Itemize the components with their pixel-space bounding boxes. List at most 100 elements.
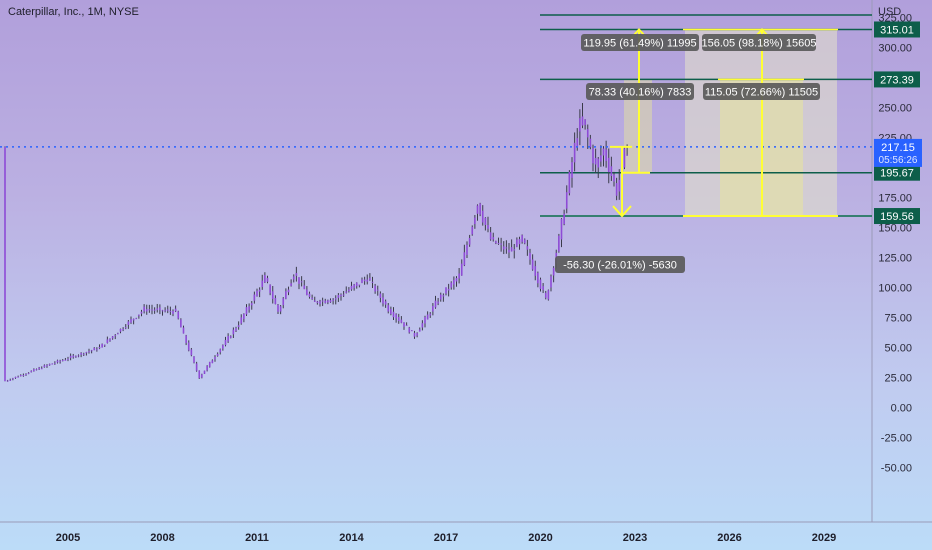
candle-body xyxy=(229,336,232,338)
candle-body xyxy=(143,306,145,312)
candle-body xyxy=(300,281,303,283)
candle-body xyxy=(38,367,40,370)
candle-body xyxy=(40,368,43,370)
candle-body xyxy=(453,279,455,285)
candle-body xyxy=(103,344,106,346)
candle-body xyxy=(463,252,466,266)
candle-body xyxy=(571,162,573,178)
candle-body xyxy=(25,373,27,375)
y-tick-label: -25.00 xyxy=(881,433,912,445)
measure-label: 119.95 (61.49%) 11995 xyxy=(583,38,696,50)
candle-body xyxy=(479,203,481,215)
candle-body xyxy=(426,314,429,320)
candle-body xyxy=(579,118,581,132)
candle-body xyxy=(513,249,516,251)
candle-body xyxy=(316,301,319,303)
candle-body xyxy=(75,356,77,358)
candle-body xyxy=(258,289,261,292)
candle-body xyxy=(33,369,35,372)
candle-body xyxy=(337,295,340,298)
candle-body xyxy=(568,171,571,194)
price-badge-countdown: 05:56:26 xyxy=(879,155,918,166)
candle-body xyxy=(329,300,332,303)
candle-body xyxy=(14,376,17,379)
candle-body xyxy=(248,306,250,310)
candle-body xyxy=(4,147,6,382)
candle-body xyxy=(602,148,605,156)
candle-body xyxy=(88,351,90,353)
candle-body xyxy=(190,349,193,356)
candle-body xyxy=(35,369,38,371)
candle-body xyxy=(269,284,271,294)
candle-body xyxy=(432,305,434,312)
candle-body xyxy=(363,279,366,282)
candle-body xyxy=(374,285,376,292)
candle-body xyxy=(313,300,316,302)
candle-body xyxy=(382,297,384,304)
candle-body xyxy=(424,317,426,324)
candle-body xyxy=(429,313,432,316)
candle-body xyxy=(492,237,495,240)
candle-body xyxy=(518,239,521,245)
candle-body xyxy=(348,289,350,292)
candle-body xyxy=(597,158,600,168)
candle-body xyxy=(510,247,513,252)
x-tick-label: 2005 xyxy=(56,532,80,544)
candle-body xyxy=(211,360,214,364)
candle-body xyxy=(544,292,547,298)
candle-body xyxy=(6,380,9,382)
x-tick-label: 2023 xyxy=(623,532,647,544)
candle-body xyxy=(195,363,198,371)
candle-body xyxy=(534,266,537,276)
candle-body xyxy=(311,297,313,300)
candle-body xyxy=(9,379,12,381)
candle-body xyxy=(185,335,187,343)
arrow-to-159-head xyxy=(612,205,632,218)
candle-body xyxy=(59,360,61,362)
candle-body xyxy=(253,294,256,301)
candle-body xyxy=(487,225,489,229)
candle-body xyxy=(140,311,143,314)
candle-body xyxy=(615,183,618,196)
candle-body xyxy=(277,304,279,312)
candle-body xyxy=(156,308,159,310)
candle-body xyxy=(390,309,392,315)
candle-body xyxy=(243,313,245,319)
candle-body xyxy=(560,218,563,240)
candle-body xyxy=(505,247,508,249)
candle-body xyxy=(439,294,442,300)
candle-body xyxy=(502,246,505,250)
measure-label-box xyxy=(702,34,816,51)
candle-body xyxy=(413,332,416,337)
candle-body xyxy=(521,235,523,242)
candle-body xyxy=(292,276,295,280)
candle-body xyxy=(376,289,379,291)
candle-body xyxy=(93,347,96,351)
candle-body xyxy=(531,259,534,270)
measure-label-box xyxy=(703,83,820,100)
candle-body xyxy=(516,239,518,247)
level-badge xyxy=(874,208,920,225)
candle-body xyxy=(403,322,405,327)
candle-body xyxy=(166,309,169,311)
candle-body xyxy=(169,310,172,312)
candle-body xyxy=(618,179,621,192)
candle-body xyxy=(214,357,216,360)
candle-body xyxy=(539,279,542,289)
candle-body xyxy=(392,311,395,318)
candle-body xyxy=(500,243,502,245)
candle-body xyxy=(164,310,166,312)
candle-body xyxy=(174,308,177,312)
candle-body xyxy=(145,309,148,312)
candle-body xyxy=(106,339,109,343)
candle-body xyxy=(466,244,468,255)
measure-label: 78.33 (40.16%) 7833 xyxy=(589,87,692,99)
candle-body xyxy=(245,307,248,315)
candle-body xyxy=(508,249,510,253)
y-tick-label: 175.00 xyxy=(878,193,912,205)
candle-body xyxy=(48,363,51,366)
candle-body xyxy=(114,335,117,337)
candle-body xyxy=(471,226,474,235)
